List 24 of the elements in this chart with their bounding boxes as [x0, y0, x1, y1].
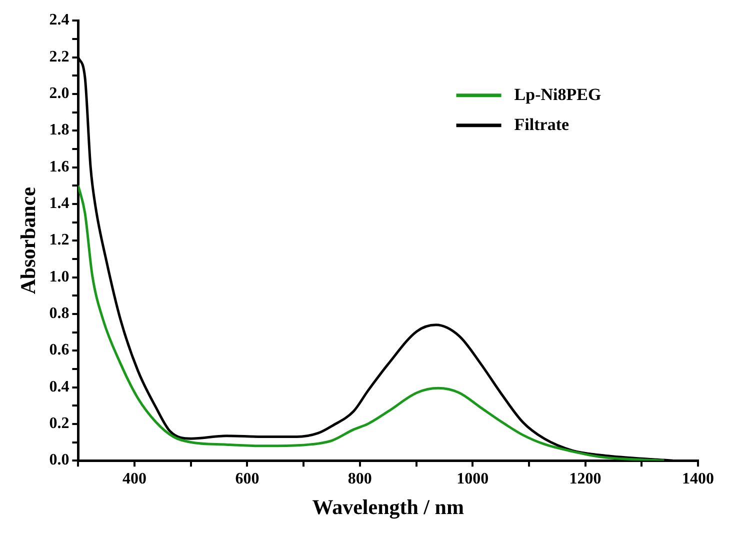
y-tick-label: 0.6: [49, 342, 70, 359]
y-tick-label: 1.2: [49, 232, 70, 249]
x-tick-label: 400: [122, 470, 147, 488]
legend-label: Filtrate: [514, 114, 570, 134]
x-tick-label: 1400: [682, 470, 714, 488]
y-tick-label: 1.0: [49, 268, 70, 286]
x-tick-label: 1200: [569, 470, 602, 488]
x-axis-title: Wavelength / nm: [312, 494, 464, 519]
y-axis-title: Absorbance: [16, 186, 40, 294]
y-tick-label: 2.4: [49, 12, 70, 29]
x-tick-label: 1000: [456, 470, 489, 488]
y-tick-label: 0.2: [49, 415, 70, 432]
line-series: [78, 184, 666, 461]
y-tick-label: 1.8: [49, 122, 70, 139]
y-tick-label: 1.6: [49, 158, 70, 176]
y-tick-label: 0.0: [49, 452, 70, 469]
x-tick-label: 600: [235, 470, 260, 488]
y-tick-label: 1.4: [49, 195, 70, 212]
x-tick-label: 800: [348, 470, 372, 488]
y-tick-label: 0.4: [49, 378, 70, 396]
y-tick-label: 2.2: [49, 48, 70, 66]
y-tick-label: 0.8: [49, 305, 70, 322]
legend-label: Lp-Ni8PEG: [514, 84, 602, 104]
y-tick-label: 2.0: [49, 85, 70, 102]
